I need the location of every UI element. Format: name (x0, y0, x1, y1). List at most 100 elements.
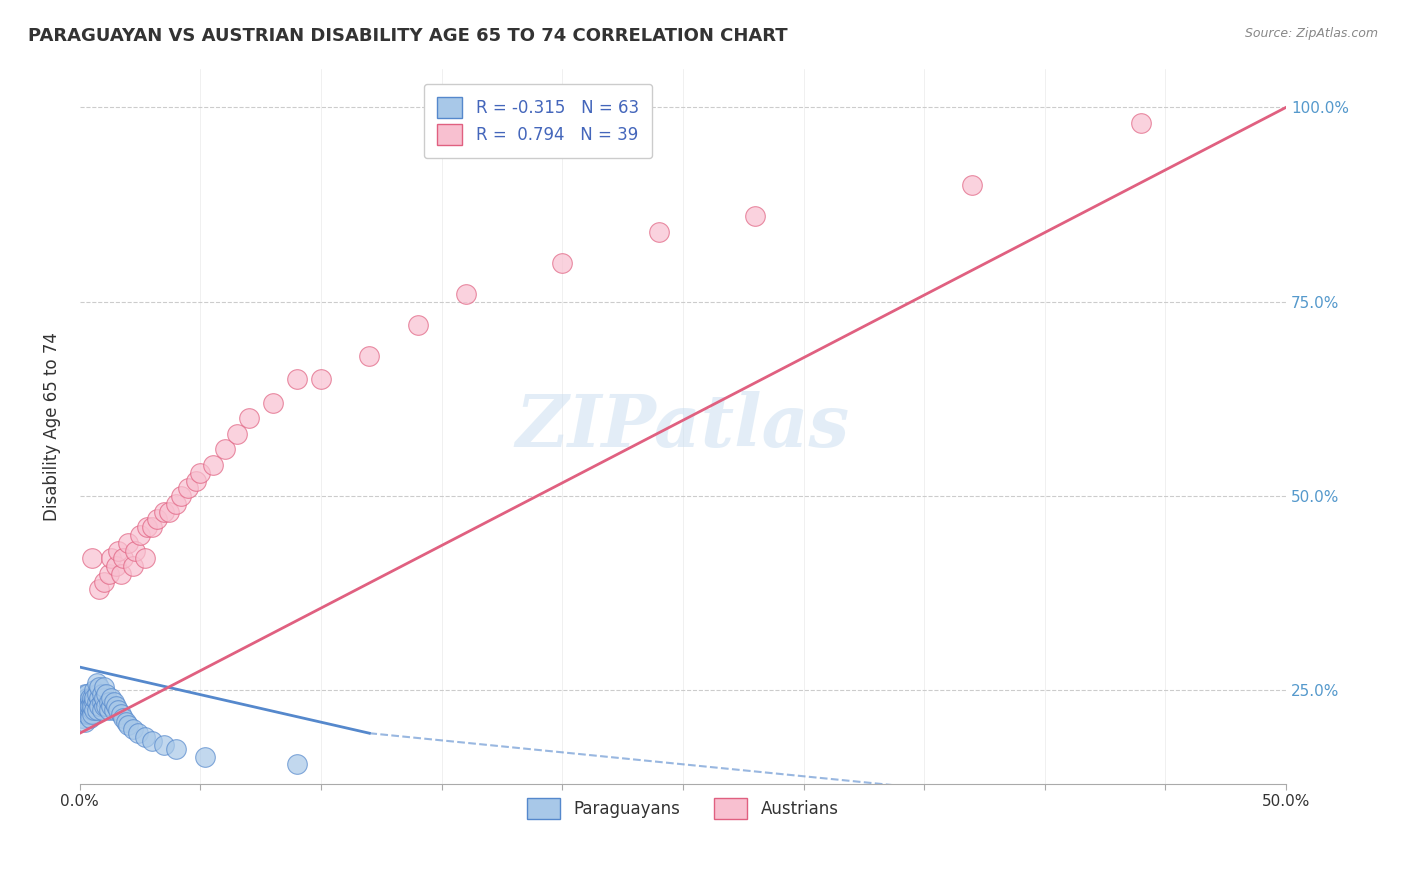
Point (127, 726, 149, 740)
Point (73, 706, 96, 721)
Point (103, 703, 125, 717)
Point (90, 695, 112, 709)
Point (80, 691, 103, 706)
Text: ZIPatlas: ZIPatlas (516, 391, 851, 462)
Point (105, 698, 128, 713)
Point (134, 730, 156, 744)
Point (80, 703, 103, 717)
Point (107, 543, 129, 558)
Point (105, 559, 128, 574)
Point (97, 566, 120, 581)
Point (86, 675, 108, 690)
Point (90, 687, 112, 701)
Legend: Paraguayans, Austrians: Paraguayans, Austrians (520, 792, 845, 825)
Point (122, 723, 145, 737)
Point (76, 706, 98, 721)
Point (93, 574, 115, 589)
Text: PARAGUAYAN VS AUSTRIAN DISABILITY AGE 65 TO 74 CORRELATION CHART: PARAGUAYAN VS AUSTRIAN DISABILITY AGE 65… (28, 27, 787, 45)
Point (146, 512, 169, 526)
Point (80, 551, 103, 566)
Point (184, 474, 207, 488)
Point (86, 695, 108, 709)
Point (76, 691, 98, 706)
Point (89, 698, 111, 713)
Point (86, 703, 108, 717)
Point (80, 695, 103, 709)
Point (100, 698, 122, 713)
Point (551, 256, 574, 270)
Point (80, 706, 103, 721)
Point (83, 683, 105, 698)
Point (117, 535, 139, 549)
Point (90, 703, 112, 717)
Point (76, 695, 98, 709)
Point (117, 718, 139, 732)
Point (165, 497, 187, 511)
Point (141, 520, 163, 534)
Text: Source: ZipAtlas.com: Source: ZipAtlas.com (1244, 27, 1378, 40)
Point (73, 714, 96, 729)
Point (122, 559, 145, 574)
Point (76, 687, 98, 701)
Point (103, 695, 125, 709)
Point (141, 734, 163, 748)
Point (124, 543, 146, 558)
Point (83, 691, 105, 706)
Point (79, 691, 101, 706)
Point (73, 703, 96, 717)
Point (134, 551, 156, 566)
Point (110, 566, 132, 581)
Point (79, 703, 101, 717)
Point (177, 481, 200, 495)
Point (201, 458, 224, 472)
Point (89, 582, 111, 597)
Point (72, 698, 94, 713)
Point (165, 741, 187, 756)
Point (89, 691, 111, 706)
Point (194, 749, 217, 764)
Point (96, 687, 118, 701)
Point (83, 703, 105, 717)
Point (225, 426, 247, 441)
Point (112, 551, 135, 566)
Point (76, 703, 98, 717)
Point (285, 757, 308, 772)
Point (96, 698, 118, 713)
Point (110, 706, 132, 721)
Point (190, 466, 212, 480)
Point (136, 520, 159, 534)
Point (114, 714, 136, 729)
Point (406, 318, 429, 332)
Point (1130, 116, 1153, 130)
Y-axis label: Disability Age 65 to 74: Disability Age 65 to 74 (44, 332, 60, 521)
Point (100, 691, 122, 706)
Point (93, 698, 115, 713)
Point (262, 396, 284, 410)
Point (100, 551, 122, 566)
Point (79, 698, 101, 713)
Point (93, 691, 115, 706)
Point (153, 505, 176, 519)
Point (72, 711, 94, 725)
Point (157, 505, 180, 519)
Point (79, 711, 101, 725)
Point (744, 209, 766, 223)
Point (648, 225, 671, 239)
Point (309, 372, 332, 386)
Point (153, 738, 176, 752)
Point (97, 695, 120, 709)
Point (76, 698, 98, 713)
Point (238, 411, 260, 425)
Point (79, 695, 101, 709)
Point (170, 489, 193, 503)
Point (86, 687, 108, 701)
Point (73, 695, 96, 709)
Point (79, 706, 101, 721)
Point (97, 703, 120, 717)
Point (83, 695, 105, 709)
Point (359, 349, 381, 363)
Point (80, 698, 103, 713)
Point (962, 178, 984, 193)
Point (93, 680, 115, 694)
Point (112, 711, 135, 725)
